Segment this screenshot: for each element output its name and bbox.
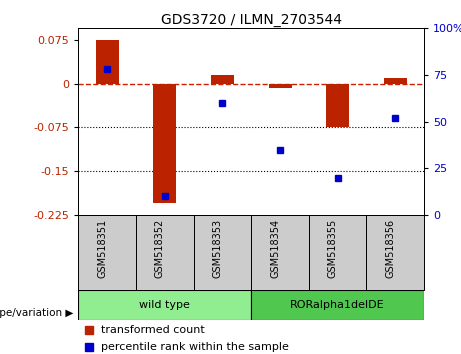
Bar [211,75,234,84]
Bar [251,290,424,320]
Title: GDS3720 / ILMN_2703544: GDS3720 / ILMN_2703544 [161,13,342,27]
Text: RORalpha1delDE: RORalpha1delDE [290,300,385,310]
Text: GSM518351: GSM518351 [97,219,107,278]
Text: GSM518352: GSM518352 [155,219,165,278]
Text: genotype/variation ▶: genotype/variation ▶ [0,308,74,318]
Text: GSM518356: GSM518356 [385,219,396,278]
Bar [251,215,309,290]
Bar [78,290,251,320]
Bar [384,78,407,84]
Text: GSM518354: GSM518354 [270,219,280,278]
Text: transformed count: transformed count [101,325,205,335]
Bar [309,215,366,290]
Bar [366,215,424,290]
Bar [136,215,194,290]
Bar [326,84,349,127]
Text: GSM518353: GSM518353 [213,219,222,278]
Text: percentile rank within the sample: percentile rank within the sample [101,342,289,352]
Bar [96,40,118,84]
Bar [78,215,136,290]
Text: wild type: wild type [139,300,190,310]
Text: GSM518355: GSM518355 [328,219,337,278]
Bar [268,84,291,88]
Bar [153,84,176,203]
Bar [194,215,251,290]
